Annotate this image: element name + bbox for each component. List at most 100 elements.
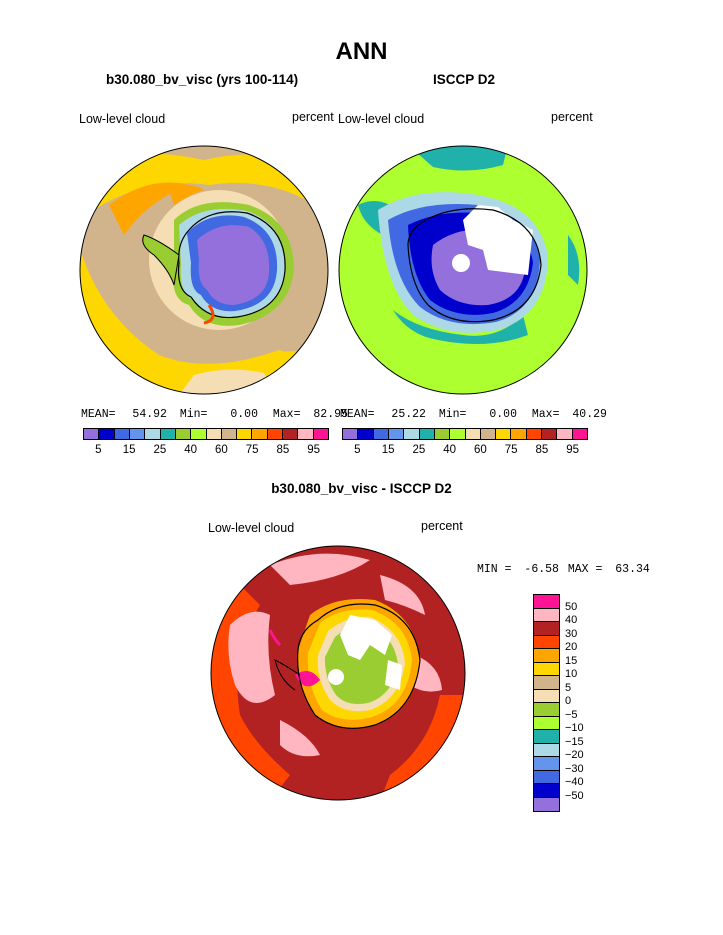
colorbar-swatch — [343, 429, 359, 439]
diff-colorbar-swatch — [534, 662, 559, 676]
diff-colorbar-label: 20 — [565, 641, 578, 653]
diff-colorbar-label: −20 — [565, 749, 584, 761]
diff-min-label: MIN = — [477, 563, 512, 576]
observation-title: ISCCP D2 — [433, 72, 496, 87]
panel1-colorbar-labels: 5 15 25 40 60 75 85 95 — [83, 444, 329, 460]
diff-colorbar-label: 5 — [565, 681, 572, 694]
diff-colorbar-swatch — [534, 622, 559, 636]
colorbar-swatch — [145, 429, 161, 439]
diff-colorbar-label: 0 — [565, 695, 572, 707]
panel1-max-label: Max= — [272, 408, 301, 421]
colorbar-swatch — [175, 429, 192, 439]
colorbar-swatch — [480, 429, 497, 439]
diff-colorbar-label: −50 — [565, 789, 584, 802]
colorbar-swatch — [542, 429, 558, 439]
difference-title: b30.080_bv_visc - ISCCP D2 — [271, 481, 452, 496]
colorbar-swatch — [206, 429, 222, 439]
panel1-min-value: 0.00 — [230, 408, 258, 421]
diff-max-label: MAX = — [567, 563, 603, 576]
diff-colorbar-swatch — [534, 784, 559, 798]
colorbar-swatch — [191, 429, 207, 439]
diff-colorbar-swatch — [534, 649, 559, 663]
diff-colorbar-label: 50 — [565, 600, 578, 613]
difference-polar-map — [210, 545, 466, 801]
diff-colorbar-swatch — [534, 608, 559, 622]
colorbar-tick-label: 95 — [307, 444, 321, 456]
panel2-min-value: 0.00 — [489, 408, 517, 421]
diff-colorbar-swatch — [534, 703, 559, 717]
colorbar-swatch — [221, 429, 238, 439]
diff-colorbar-label: 40 — [565, 614, 578, 626]
colorbar-tick-label: 5 — [95, 444, 102, 456]
colorbar-swatch — [358, 429, 374, 439]
diff-colorbar-label: −10 — [565, 722, 584, 734]
diff-colorbar-swatch — [534, 770, 559, 784]
colorbar-tick-label: 75 — [245, 444, 259, 456]
difference-colorbar-labels: 50 40 30 20 15 10 5 0 −5 −10 −15 −20 −30 −40 −50 — [565, 594, 605, 810]
colorbar-tick-label: 85 — [535, 444, 549, 456]
panel1-variable-label: Low-level cloud — [79, 112, 166, 126]
panel2-units-label: percent — [551, 110, 593, 124]
model-case-title: b30.080_bv_visc (yrs 100-114) — [106, 72, 299, 87]
diff-colorbar-swatch — [534, 676, 559, 690]
panel2-min-label: Min= — [438, 408, 467, 421]
difference-colorbar — [533, 594, 560, 812]
colorbar-swatch — [404, 429, 420, 439]
colorbar-swatch — [434, 429, 451, 439]
panel2-mean-label: MEAN= — [340, 408, 375, 421]
panel1-mean-label: MEAN= — [81, 408, 116, 421]
observation-polar-map — [338, 145, 588, 395]
diff-colorbar-label: −30 — [565, 762, 584, 775]
colorbar-tick-label: 5 — [354, 444, 361, 456]
colorbar-swatch — [252, 429, 268, 439]
diff-units-label: percent — [421, 519, 463, 533]
panel2-stats: MEAN= 25.22 Min= 0.00 Max= 40.29 — [340, 408, 607, 421]
colorbar-swatch — [511, 429, 527, 439]
diff-colorbar-swatch — [534, 797, 559, 811]
diff-colorbar-label: 10 — [565, 668, 578, 680]
panel2-variable-label: Low-level cloud — [338, 112, 425, 126]
diff-colorbar-swatch — [534, 689, 559, 703]
colorbar-swatch — [114, 429, 130, 439]
panel2-mean-value: 25.22 — [391, 408, 426, 421]
colorbar-swatch — [283, 429, 299, 439]
colorbar-swatch — [129, 429, 146, 439]
panel1-units-label: percent — [292, 110, 334, 124]
panel2-colorbar-labels: 5 15 25 40 60 75 85 95 — [342, 444, 588, 460]
panel1-max-value: 82.95 — [313, 408, 348, 421]
colorbar-tick-label: 15 — [381, 444, 395, 456]
model-polar-map — [79, 145, 329, 395]
colorbar-tick-label: 60 — [214, 444, 228, 456]
diff-colorbar-label: −15 — [565, 735, 584, 748]
panel1-min-label: Min= — [179, 408, 208, 421]
diff-colorbar-swatch — [534, 716, 559, 730]
diff-colorbar-label: 15 — [565, 654, 578, 667]
panel1-mean-value: 54.92 — [132, 408, 167, 421]
colorbar-swatch — [450, 429, 466, 439]
colorbar-tick-label: 60 — [473, 444, 487, 456]
panel1-colorbar — [83, 428, 329, 440]
colorbar-swatch — [388, 429, 405, 439]
colorbar-tick-label: 25 — [153, 444, 167, 456]
colorbar-swatch — [298, 429, 314, 439]
diff-colorbar-swatch — [534, 730, 559, 744]
diff-colorbar-swatch — [534, 635, 559, 649]
colorbar-swatch — [572, 429, 587, 439]
colorbar-swatch — [267, 429, 284, 439]
colorbar-tick-label: 85 — [276, 444, 290, 456]
colorbar-swatch — [99, 429, 115, 439]
panel2-max-value: 40.29 — [572, 408, 607, 421]
diff-variable-label: Low-level cloud — [208, 521, 295, 535]
colorbar-swatch — [313, 429, 328, 439]
colorbar-swatch — [160, 429, 176, 439]
panel2-max-label: Max= — [531, 408, 560, 421]
colorbar-swatch — [557, 429, 573, 439]
colorbar-tick-label: 75 — [504, 444, 518, 456]
colorbar-swatch — [373, 429, 389, 439]
colorbar-tick-label: 15 — [122, 444, 136, 456]
colorbar-swatch — [496, 429, 512, 439]
diff-colorbar-label: 30 — [565, 627, 578, 640]
colorbar-swatch — [419, 429, 435, 439]
colorbar-swatch — [526, 429, 543, 439]
diff-min-max: MIN = -6.58 MAX = 63.34 — [477, 563, 650, 576]
